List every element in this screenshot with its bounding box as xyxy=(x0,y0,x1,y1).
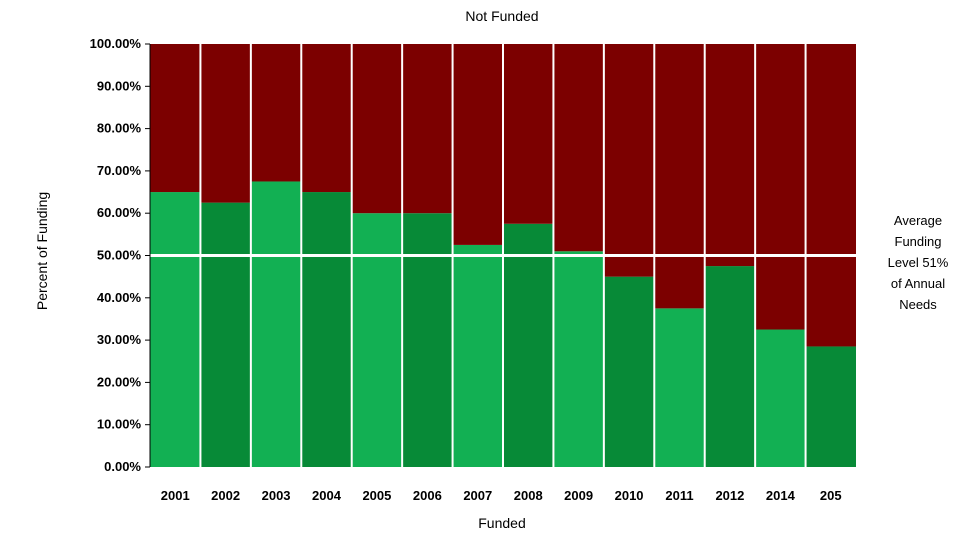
y-tick-label: 0.00% xyxy=(104,459,141,474)
x-tick-label: 2004 xyxy=(312,488,342,503)
bar-not-funded-2007 xyxy=(452,44,503,245)
chart-title: Not Funded xyxy=(465,8,538,24)
bar-not-funded-2005 xyxy=(351,44,403,214)
bar-funded-2008 xyxy=(503,223,554,467)
x-tick-label: 2011 xyxy=(665,488,693,503)
x-tick-label: 2001 xyxy=(161,488,190,503)
bar-not-funded-2009 xyxy=(553,44,604,252)
bar-not-funded-2001 xyxy=(150,44,201,193)
average-annotation-line: Needs xyxy=(899,297,937,312)
average-annotation-line: Level 51% xyxy=(888,255,949,270)
x-tick-label: 2008 xyxy=(514,488,543,503)
x-tick-label: 2003 xyxy=(262,488,291,503)
y-tick-label: 80.00% xyxy=(97,121,142,136)
bar-not-funded-2004 xyxy=(301,44,352,193)
bar-funded-2007 xyxy=(452,244,503,467)
y-tick-label: 10.00% xyxy=(97,417,142,432)
bar-not-funded-2012 xyxy=(704,44,756,267)
x-tick-label: 205 xyxy=(820,488,842,503)
x-tick-label: 2010 xyxy=(615,488,644,503)
bar-funded-2012 xyxy=(704,266,756,467)
y-tick-label: 20.00% xyxy=(97,374,142,389)
plot-area xyxy=(149,44,860,468)
bar-funded-2001 xyxy=(150,192,201,468)
y-axis-title: Percent of Funding xyxy=(34,192,50,310)
average-annotation-line: Funding xyxy=(895,234,942,249)
bar-funded-2004 xyxy=(301,192,352,468)
average-funding-annotation: Average Funding Level 51% of Annual Needs xyxy=(888,213,949,312)
bar-not-funded-2006 xyxy=(402,44,453,214)
bar-not-funded-2014 xyxy=(755,44,806,330)
y-axis-ticks: 0.00% 10.00% 20.00% 30.00% 40.00% 50.00% 60.00… xyxy=(90,36,150,474)
x-tick-label: 2005 xyxy=(362,488,391,503)
y-tick-label: 90.00% xyxy=(97,78,142,93)
x-tick-label: 2012 xyxy=(715,488,744,503)
bar-funded-2010 xyxy=(603,276,655,467)
x-tick-label: 2014 xyxy=(766,488,796,503)
bar-funded-205 xyxy=(805,346,856,467)
x-tick-label: 2006 xyxy=(413,488,442,503)
x-axis-title: Funded xyxy=(478,515,525,531)
bar-funded-2002 xyxy=(200,202,251,467)
y-tick-label: 60.00% xyxy=(97,205,142,220)
average-annotation-line: Average xyxy=(894,213,942,228)
bar-funded-2009 xyxy=(553,251,604,467)
y-tick-label: 50.00% xyxy=(97,248,142,263)
x-axis-ticks: 2001 2002 2003 2004 2005 2006 2007 2008 2009 2010… xyxy=(161,488,842,503)
bar-not-funded-2011 xyxy=(654,44,705,309)
y-tick-label: 40.00% xyxy=(97,290,142,305)
bar-not-funded-205 xyxy=(805,44,856,347)
bar-funded-2011 xyxy=(654,308,705,467)
y-tick-label: 100.00% xyxy=(90,36,142,51)
x-tick-label: 2002 xyxy=(211,488,240,503)
bar-not-funded-2003 xyxy=(250,44,302,182)
bar-funded-2014 xyxy=(755,329,806,467)
bar-funded-2005 xyxy=(351,213,403,467)
x-tick-label: 2007 xyxy=(463,488,492,503)
bar-not-funded-2008 xyxy=(503,44,554,224)
average-annotation-line: of Annual xyxy=(891,276,945,291)
x-tick-label: 2009 xyxy=(564,488,593,503)
bar-funded-2006 xyxy=(402,213,453,467)
bar-not-funded-2010 xyxy=(603,44,655,277)
y-tick-label: 70.00% xyxy=(97,163,142,178)
bar-not-funded-2002 xyxy=(200,44,251,203)
bar-funded-2003 xyxy=(250,181,302,467)
y-tick-label: 30.00% xyxy=(97,332,142,347)
